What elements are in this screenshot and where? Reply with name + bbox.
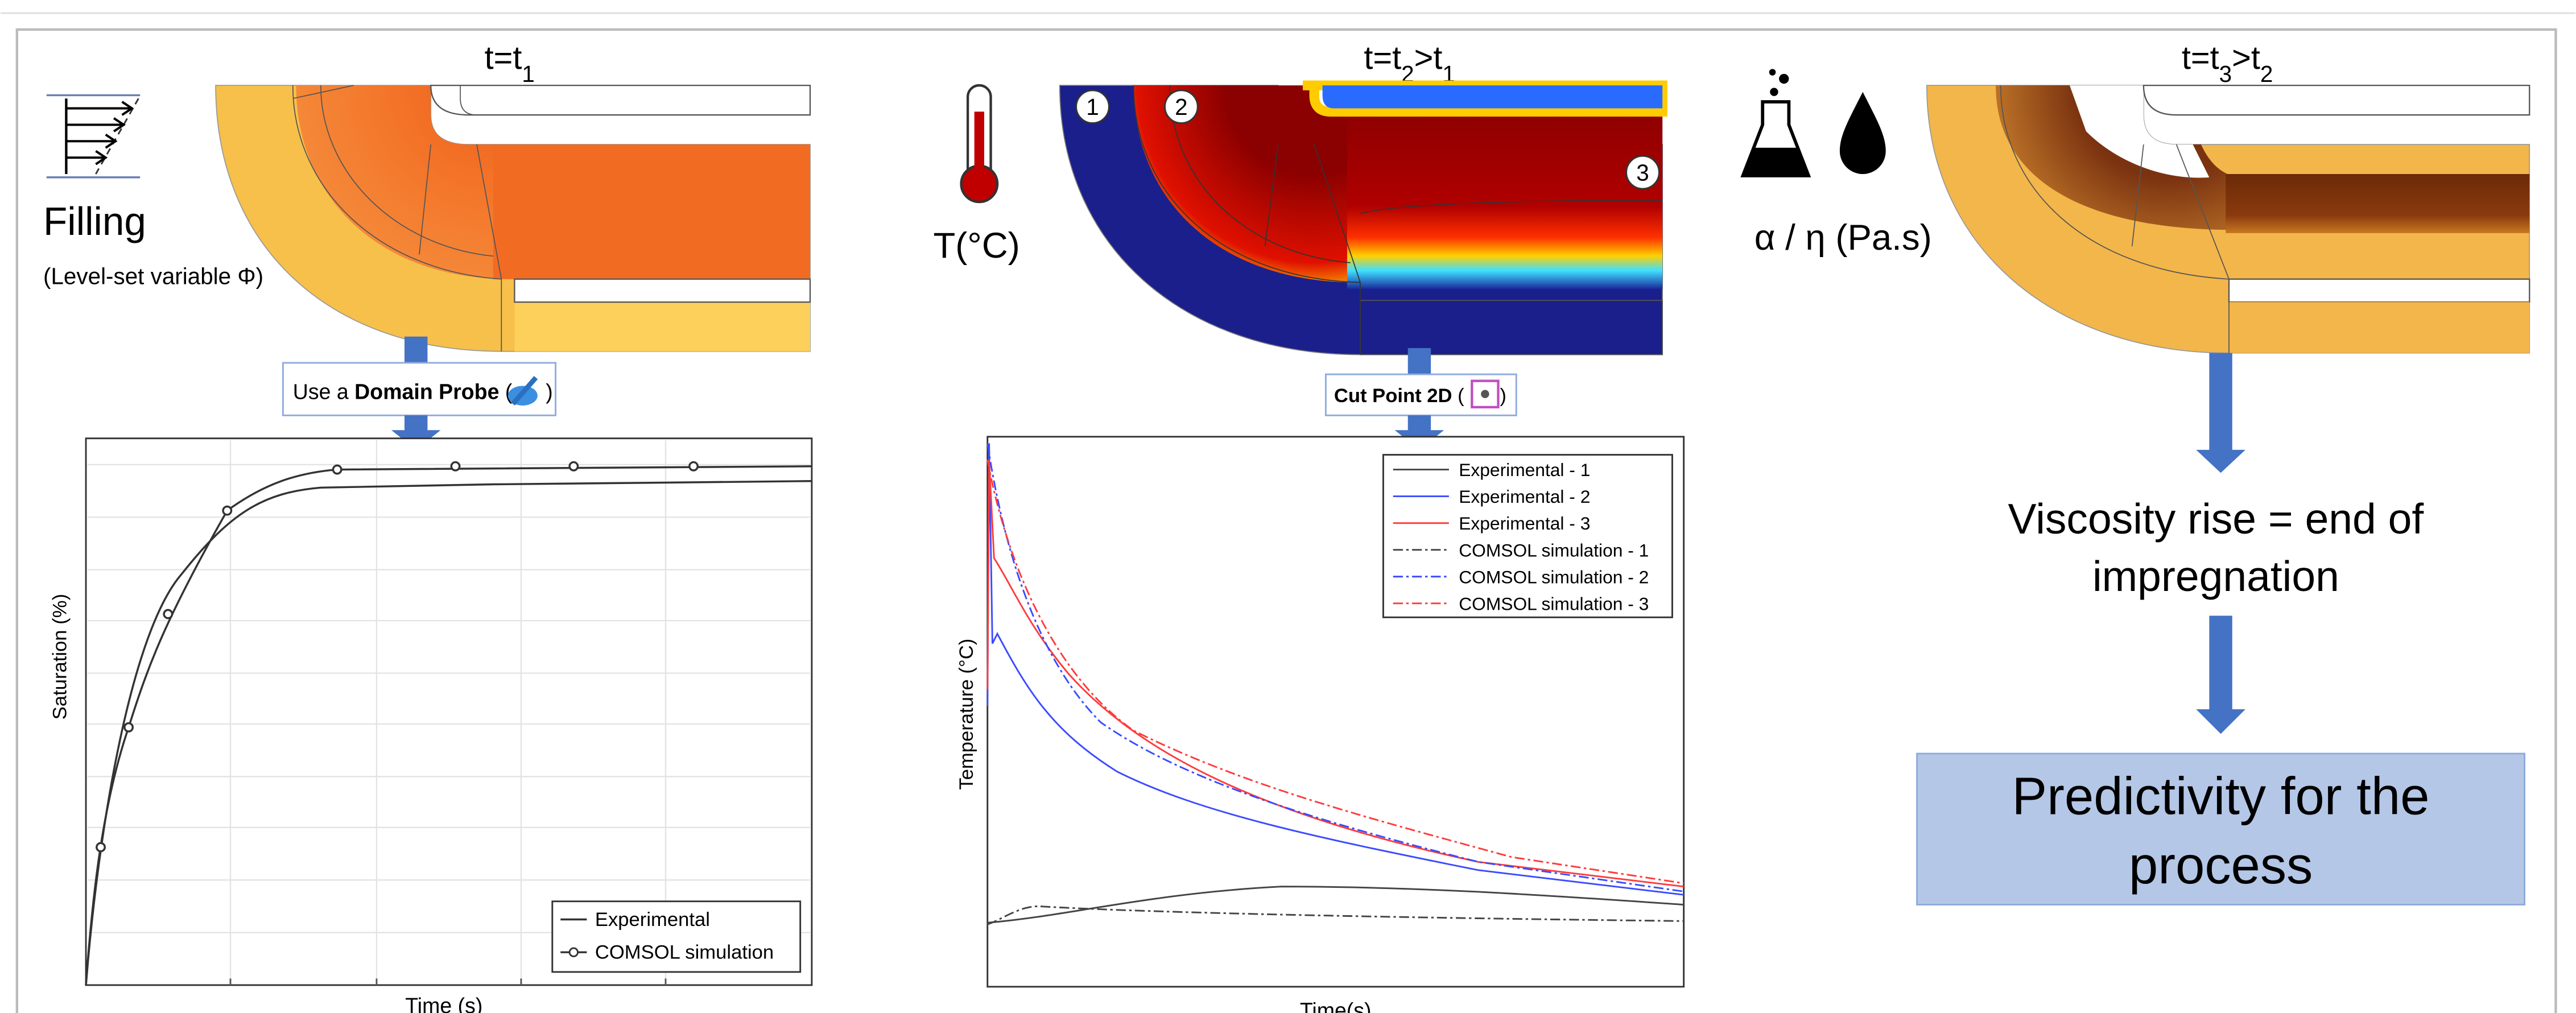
title-part: t=t — [485, 40, 522, 76]
probe-label: 1 — [1086, 94, 1099, 120]
legend-label: COMSOL simulation — [595, 942, 774, 964]
title-part: t=t — [2182, 40, 2219, 76]
panel-title: t=t1 — [485, 40, 535, 87]
panel-sublabel: (Level-set variable Φ) — [43, 263, 263, 289]
simulation-curve — [85, 465, 812, 986]
panel-title: t=t3>t2 — [2182, 40, 2273, 87]
drop-icon — [1839, 92, 1886, 174]
arrow — [2196, 615, 2245, 734]
curve — [987, 905, 1684, 925]
flask-icon — [1740, 69, 1811, 177]
flow-icon — [46, 94, 141, 179]
legend-label: COMSOL simulation - 2 — [1459, 567, 1649, 587]
legend-label: Experimental — [595, 909, 710, 931]
legend-box — [1382, 454, 1673, 618]
x-axis-label: Time(s) — [1300, 999, 1372, 1013]
curve — [987, 886, 1684, 924]
result-line: process — [2129, 836, 2313, 895]
ticks — [229, 978, 667, 985]
cut-point-dot — [1481, 390, 1489, 398]
plot-area — [85, 437, 813, 986]
probe-label: 2 — [1175, 94, 1187, 120]
panel-title: t=t2>t1 — [1364, 40, 1455, 87]
conclusion-line: impregnation — [2092, 552, 2339, 600]
mold-filling — [215, 84, 811, 352]
frame — [15, 28, 2557, 1013]
title-part: >t — [2232, 40, 2260, 76]
result-line: Predictivity for the — [2012, 767, 2430, 826]
arrow — [2196, 353, 2245, 473]
tool-text: Cut Point 2D ( — [1334, 385, 1464, 407]
legend-label: Experimental - 3 — [1459, 513, 1590, 534]
probe-markers — [1075, 89, 1660, 190]
tool-close: ) — [546, 379, 553, 403]
tool-box — [282, 362, 557, 416]
curve — [986, 443, 1684, 896]
legend-label: Experimental - 1 — [1459, 460, 1590, 480]
title-part: >t — [1414, 40, 1443, 76]
arrow-head — [391, 415, 441, 450]
legend-label: COMSOL simulation - 1 — [1459, 540, 1649, 560]
curve — [986, 459, 1684, 884]
curve — [986, 443, 1684, 892]
title-part: 3 — [2219, 61, 2232, 87]
chart-temperature: Temperature (°C) Time(s) Experimental - … — [956, 436, 1685, 1013]
tool-name: Domain Probe — [354, 379, 499, 403]
legend-box — [551, 900, 802, 973]
legend-marker — [568, 947, 579, 957]
panel-label: Filling — [43, 199, 146, 243]
panel-label: T(°C) — [934, 226, 1020, 266]
tool-name: Cut Point 2D — [1334, 385, 1452, 407]
tool-text: Use a Domain Probe ( — [293, 379, 513, 403]
mold-viscosity — [1926, 84, 2530, 354]
panel-label: α / η (Pa.s) — [1755, 218, 1932, 258]
conclusion-line: Viscosity rise = end of — [2008, 495, 2424, 543]
x-axis-label: Time (s) — [405, 994, 482, 1013]
curve — [986, 460, 1684, 888]
y-axis-label: Saturation (%) — [49, 594, 71, 720]
tool-close: ) — [1500, 385, 1506, 407]
tool-prefix: Use a — [293, 379, 354, 403]
title-part: t=t — [1364, 40, 1401, 76]
legend: Experimental - 1 Experimental - 2 Experime… — [1393, 460, 1649, 614]
thermometer-icon — [960, 84, 999, 204]
arrow-head — [1394, 415, 1444, 450]
chart-saturation: Saturation (%) Time (s) Experimental COM… — [49, 437, 813, 1013]
mold-temperature — [1059, 80, 1667, 355]
tool-open: ( — [1452, 385, 1465, 407]
title-part: 1 — [522, 61, 534, 87]
probe-label: 3 — [1636, 160, 1649, 186]
arrow-shaft — [1407, 348, 1431, 378]
legend-label: Experimental - 2 — [1459, 486, 1590, 507]
simulation-markers — [96, 461, 699, 853]
title-part: 2 — [2260, 61, 2273, 87]
result-box — [1916, 752, 2526, 906]
legend-label: COMSOL simulation - 3 — [1459, 593, 1649, 614]
y-axis-label: Temperature (°C) — [956, 639, 977, 790]
probe-icon — [507, 376, 538, 406]
